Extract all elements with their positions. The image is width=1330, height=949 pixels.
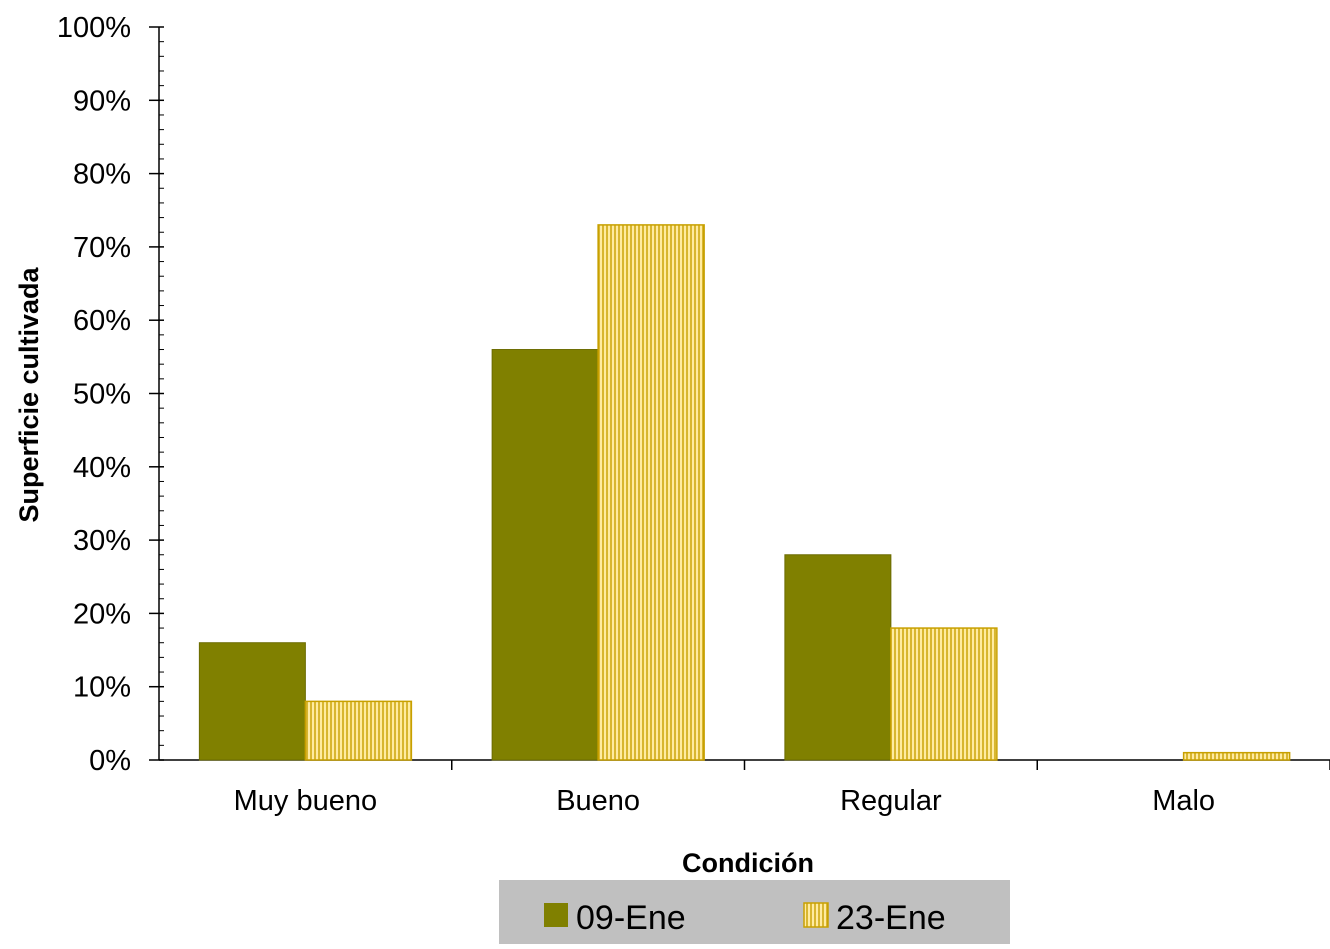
y-tick-label: 80%: [73, 159, 131, 191]
x-tick-label: Regular: [840, 785, 942, 817]
y-tick-label: 60%: [73, 305, 131, 337]
y-tick-label: 0%: [89, 745, 131, 777]
legend-swatch-09-ene: [544, 903, 568, 927]
legend-background: [499, 880, 1010, 944]
legend-label-09-ene: 09-Ene: [576, 899, 686, 937]
legend-swatch-23-ene: [803, 902, 829, 928]
legend: 09-Ene 23-Ene: [499, 880, 1010, 944]
y-tick-label: 40%: [73, 452, 131, 484]
bar-23-ene-regular: [890, 627, 998, 761]
x-tick-label: Muy bueno: [234, 785, 378, 817]
y-tick-label: 20%: [73, 598, 131, 630]
y-tick-label: 10%: [73, 672, 131, 704]
bars: [198, 224, 1291, 761]
bar-09-ene-muy-bueno: [198, 642, 306, 761]
bar-09-ene-regular: [784, 554, 892, 761]
bar-23-ene-bueno: [597, 224, 705, 761]
legend-label-23-ene: 23-Ene: [836, 899, 946, 937]
bar-09-ene-bueno: [491, 349, 599, 761]
x-tick-label: Malo: [1152, 785, 1215, 817]
x-axis-title: Condición: [682, 848, 814, 878]
y-axis-title: Superficie cultivada: [14, 266, 44, 522]
axes: [149, 26, 1330, 770]
bar-23-ene-malo: [1182, 751, 1291, 761]
bar-23-ene-muy-bueno: [304, 700, 413, 761]
y-tick-label: 70%: [73, 232, 131, 264]
y-tick-label: 90%: [73, 85, 131, 117]
y-tick-label: 50%: [73, 379, 131, 411]
y-tick-label: 100%: [57, 12, 131, 44]
y-tick-label: 30%: [73, 525, 131, 557]
labels: 0% 10% 20% 30% 40% 50% 60% 70% 80% 90% 100% Muy bue…: [57, 12, 1215, 817]
x-tick-label: Bueno: [556, 785, 640, 817]
